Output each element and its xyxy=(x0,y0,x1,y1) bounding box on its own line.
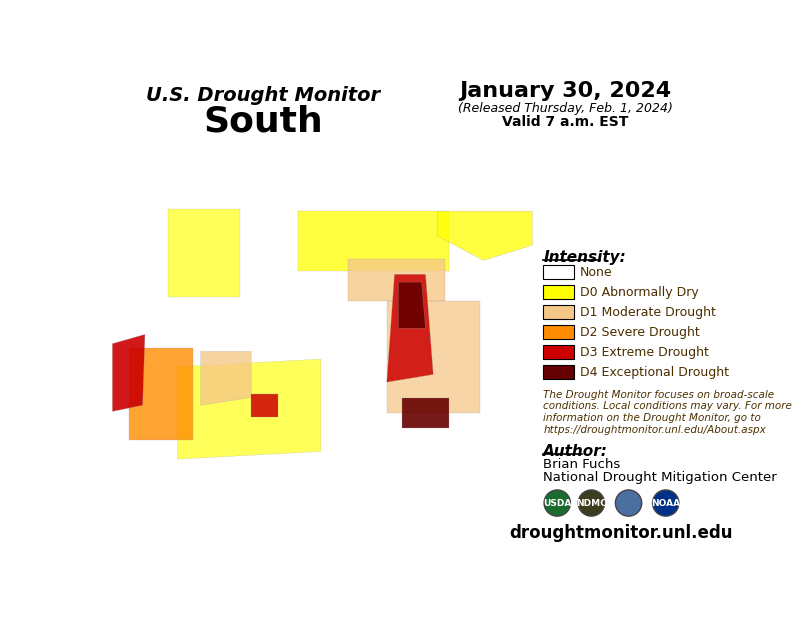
Polygon shape xyxy=(130,347,193,440)
Text: National Drought Mitigation Center: National Drought Mitigation Center xyxy=(543,471,777,484)
Text: Intensity:: Intensity: xyxy=(543,250,626,265)
Text: None: None xyxy=(580,266,612,279)
Polygon shape xyxy=(112,334,145,412)
Text: USDA: USDA xyxy=(543,499,571,507)
Bar xyxy=(543,365,574,379)
Text: D2 Severe Drought: D2 Severe Drought xyxy=(580,326,699,339)
Text: Valid 7 a.m. EST: Valid 7 a.m. EST xyxy=(502,115,628,129)
Text: U.S. Drought Monitor: U.S. Drought Monitor xyxy=(146,87,380,105)
Bar xyxy=(543,325,574,339)
Text: Author:: Author: xyxy=(543,444,608,459)
Polygon shape xyxy=(398,282,426,328)
Circle shape xyxy=(544,490,570,516)
Text: NOAA: NOAA xyxy=(651,499,680,507)
Text: D3 Extreme Drought: D3 Extreme Drought xyxy=(580,345,709,358)
Text: D4 Exceptional Drought: D4 Exceptional Drought xyxy=(580,366,729,379)
Polygon shape xyxy=(386,274,434,382)
Bar xyxy=(543,345,574,359)
Polygon shape xyxy=(348,259,445,302)
Polygon shape xyxy=(437,211,533,261)
Text: droughtmonitor.unl.edu: droughtmonitor.unl.edu xyxy=(509,524,733,542)
Polygon shape xyxy=(251,394,278,417)
Bar xyxy=(543,305,574,319)
Polygon shape xyxy=(178,359,321,459)
Text: South: South xyxy=(203,105,322,139)
Text: D1 Moderate Drought: D1 Moderate Drought xyxy=(580,305,716,319)
Text: (Released Thursday, Feb. 1, 2024): (Released Thursday, Feb. 1, 2024) xyxy=(458,101,673,114)
Circle shape xyxy=(615,490,642,516)
Bar xyxy=(543,285,574,299)
Circle shape xyxy=(653,490,679,516)
Polygon shape xyxy=(386,302,480,413)
Text: D0 Abnormally Dry: D0 Abnormally Dry xyxy=(580,286,698,298)
Text: NDMC: NDMC xyxy=(576,499,606,507)
Circle shape xyxy=(578,490,605,516)
Text: The Drought Monitor focuses on broad-scale
conditions. Local conditions may vary: The Drought Monitor focuses on broad-sca… xyxy=(543,390,792,434)
Text: January 30, 2024: January 30, 2024 xyxy=(459,81,671,101)
Polygon shape xyxy=(168,209,239,297)
Text: Brian Fuchs: Brian Fuchs xyxy=(543,457,621,471)
Polygon shape xyxy=(298,211,449,271)
Polygon shape xyxy=(402,397,449,428)
Polygon shape xyxy=(201,352,251,405)
Bar xyxy=(543,265,574,279)
Bar xyxy=(106,143,536,513)
